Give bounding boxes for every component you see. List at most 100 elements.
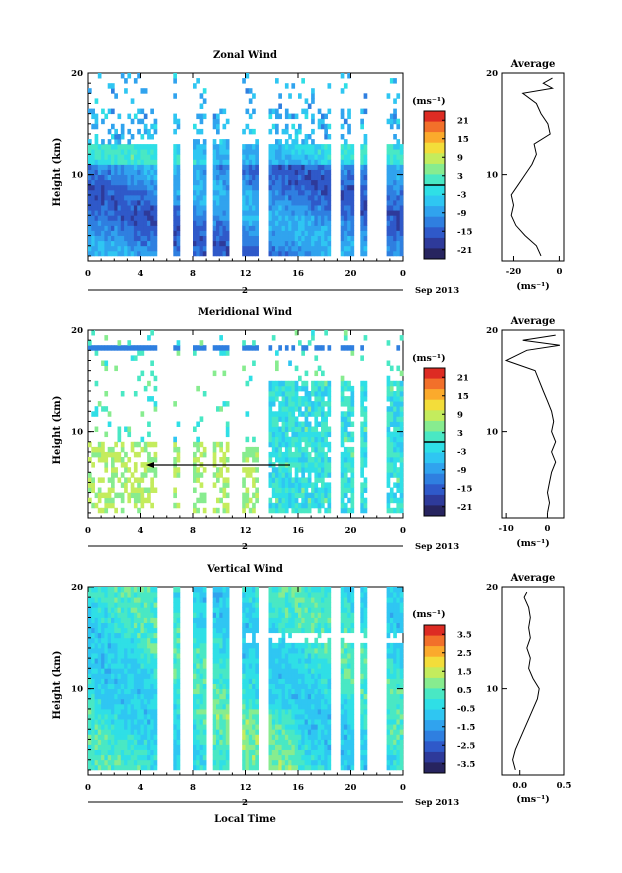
heatmap-cell [317, 144, 322, 150]
heatmap-cell [91, 159, 95, 165]
heatmap-cell [133, 215, 138, 221]
heatmap-cell [199, 607, 204, 613]
heatmap-cell [222, 648, 227, 654]
heatmap-cell [393, 250, 397, 257]
heatmap-cell [117, 703, 122, 710]
heatmap-cell [140, 719, 145, 725]
heatmap-cell [94, 592, 99, 598]
heatmap-cell [284, 467, 289, 473]
heatmap-cell [284, 678, 289, 684]
heatmap-cell [120, 602, 125, 608]
heatmap-cell [389, 416, 394, 422]
heatmap-cell [284, 245, 289, 252]
heatmap-cell [219, 441, 223, 448]
heatmap-cell [133, 714, 138, 720]
heatmap-cell [91, 235, 95, 242]
heatmap-cell [147, 380, 151, 387]
heatmap-cell [321, 683, 325, 689]
heatmap-cell [130, 744, 135, 750]
heatmap-cell [304, 189, 309, 196]
heatmap-cell [127, 592, 132, 598]
profile-xlabel: (ms⁻¹) [516, 281, 550, 292]
heatmap-cell [298, 592, 302, 598]
heatmap-cell [199, 174, 204, 181]
heatmap-cell [88, 194, 92, 201]
heatmap-cell [173, 759, 177, 766]
heatmap-cell [363, 205, 368, 211]
heatmap-cell [242, 642, 246, 649]
heatmap-cell [130, 759, 135, 766]
heatmap-cell [176, 729, 181, 735]
heatmap-cell [219, 406, 223, 412]
heatmap-cell [281, 744, 286, 750]
heatmap-cell [360, 215, 364, 221]
heatmap-cell [317, 683, 322, 689]
heatmap-cell [294, 200, 299, 206]
heatmap-cell [307, 502, 312, 509]
heatmap-cell [173, 658, 177, 664]
heatmap-cell [94, 174, 99, 181]
heatmap-cell [196, 205, 200, 211]
heatmap-cell [298, 714, 302, 720]
colorbar-swatch [424, 378, 445, 390]
heatmap-cell [107, 159, 112, 165]
heatmap-cell [275, 113, 279, 120]
heatmap-cell [104, 164, 109, 170]
heatmap-cells [88, 73, 404, 257]
heatmap-cell [255, 164, 259, 170]
heatmap-cell [386, 492, 391, 499]
colorbar-swatch [424, 248, 445, 260]
heatmap-cell [245, 189, 250, 196]
heatmap-cell [120, 462, 125, 468]
heatmap-cell [173, 754, 177, 761]
heatmap-cell [288, 592, 292, 598]
heatmap-cell [104, 179, 109, 186]
heatmap-cell [245, 714, 250, 720]
heatmap-cell [317, 467, 322, 473]
heatmap-cell [117, 134, 122, 140]
heatmap-cell [97, 587, 102, 593]
heatmap-cell [150, 739, 154, 745]
heatmap-cell [114, 345, 118, 351]
heatmap-cell [153, 653, 158, 659]
heatmap-cell [301, 648, 305, 654]
heatmap-cell [389, 118, 394, 125]
heatmap-cell [97, 164, 102, 170]
heatmap-cell [304, 169, 309, 175]
heatmap-cell [307, 688, 312, 695]
heatmap-cell [314, 497, 319, 504]
heatmap-cell [301, 663, 305, 669]
heatmap-cell [199, 118, 204, 125]
heatmap-cell [294, 734, 299, 740]
heatmap-cell [212, 215, 217, 221]
heatmap-cell [360, 189, 364, 196]
heatmap-cell [193, 507, 197, 514]
heatmap-cell [399, 230, 404, 236]
heatmap-cell [193, 467, 197, 473]
heatmap-cell [107, 749, 112, 756]
heatmap-cell [120, 637, 125, 644]
heatmap-cell [111, 678, 115, 684]
heatmap-cell [242, 179, 246, 186]
heatmap-cell [291, 698, 296, 705]
heatmap-cell [91, 179, 95, 186]
heatmap-cell [268, 602, 273, 608]
heatmap-cell [307, 497, 312, 504]
heatmap-cell [278, 688, 282, 695]
heatmap-cell [130, 98, 135, 104]
heatmap-cell [350, 215, 355, 221]
heatmap-cell [107, 688, 112, 695]
heatmap-cell [317, 210, 322, 216]
heatmap-cell [147, 159, 151, 165]
heatmap-cell [307, 230, 312, 236]
heatmap-cell [314, 744, 319, 750]
heatmap-cell [311, 617, 315, 623]
heatmap-cell [314, 189, 319, 196]
colorbar-swatch [424, 121, 445, 133]
heatmap-cell [137, 169, 141, 175]
heatmap-cell [298, 189, 302, 196]
heatmap-cell [242, 467, 246, 473]
heatmap-cell [193, 622, 197, 629]
heatmap-cell [347, 164, 351, 170]
heatmap-cell [117, 169, 122, 175]
